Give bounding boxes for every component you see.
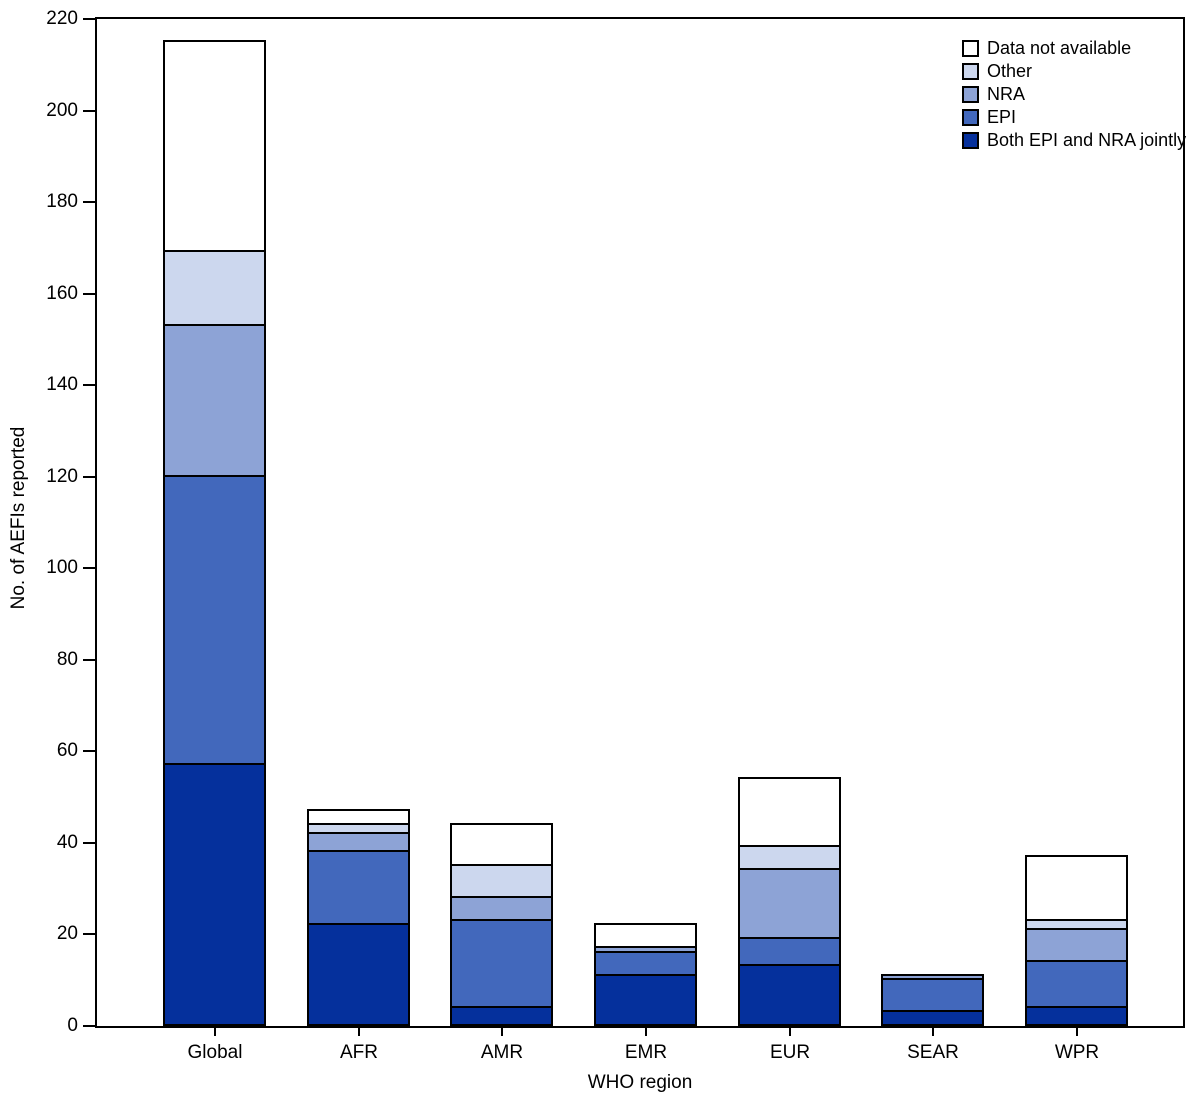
legend-swatch-icon xyxy=(962,63,979,80)
legend-label: NRA xyxy=(987,84,1026,104)
bar-segment xyxy=(163,763,266,1026)
legend-swatch-icon xyxy=(962,132,979,149)
bar-segment xyxy=(738,845,841,870)
bar-segment xyxy=(307,923,410,1026)
legend-item: Data not available xyxy=(962,38,1186,58)
legend: Data not available Other NRA EPI Both EPI an… xyxy=(962,38,1187,150)
legend-item: Both EPI and NRA jointly xyxy=(962,130,1187,150)
y-tick xyxy=(83,659,95,661)
y-tick-label: 60 xyxy=(56,740,78,761)
bar-segment xyxy=(738,937,841,966)
bar-segment xyxy=(1025,928,1128,962)
bar-segment xyxy=(594,974,697,1026)
y-tick-label: 40 xyxy=(56,832,78,853)
x-tick xyxy=(358,1028,360,1036)
bar-segment xyxy=(594,923,697,948)
legend-label: EPI xyxy=(987,107,1017,127)
x-tick xyxy=(645,1028,647,1036)
y-tick-label: 100 xyxy=(46,557,78,578)
x-tick xyxy=(1076,1028,1078,1036)
bar-segment xyxy=(1025,1006,1128,1026)
y-tick-label: 80 xyxy=(56,649,78,670)
x-axis-title: WHO region xyxy=(587,1072,693,1093)
x-tick-label: Global xyxy=(187,1042,243,1063)
legend-label: Data not available xyxy=(987,38,1132,58)
x-tick-label: AMR xyxy=(480,1042,524,1063)
x-tick xyxy=(789,1028,791,1036)
y-tick xyxy=(83,933,95,935)
bar-segment xyxy=(881,1010,984,1026)
y-tick xyxy=(83,201,95,203)
y-tick xyxy=(83,567,95,569)
legend-item: NRA xyxy=(962,84,1186,104)
x-tick-label: WPR xyxy=(1054,1042,1100,1063)
y-tick xyxy=(83,293,95,295)
bar-segment xyxy=(450,896,553,921)
y-tick-label: 20 xyxy=(56,923,78,944)
legend-item: Other xyxy=(962,61,1186,81)
bar-segment xyxy=(450,864,553,898)
y-tick xyxy=(83,384,95,386)
bar-segment xyxy=(738,868,841,939)
bar-segment xyxy=(163,475,266,765)
x-tick-label: EUR xyxy=(769,1042,811,1063)
y-axis-title: No. of AEFIs reported xyxy=(8,426,29,610)
bar-segment xyxy=(450,823,553,866)
x-tick xyxy=(932,1028,934,1036)
y-tick xyxy=(83,110,95,112)
legend-label: Other xyxy=(987,61,1033,81)
bar-segment xyxy=(163,40,266,252)
bar-segment xyxy=(450,1006,553,1026)
y-tick-label: 140 xyxy=(46,374,78,395)
x-tick xyxy=(501,1028,503,1036)
y-tick-label: 160 xyxy=(46,283,78,304)
y-tick-label: 200 xyxy=(46,100,78,121)
bar-segment xyxy=(163,250,266,326)
bar-emr xyxy=(594,923,697,1026)
bar-segment xyxy=(1025,855,1128,921)
bar-segment xyxy=(450,919,553,1008)
x-tick-label: EMR xyxy=(624,1042,668,1063)
x-tick xyxy=(214,1028,216,1036)
bar-segment xyxy=(307,832,410,852)
y-tick xyxy=(83,18,95,20)
legend-item: EPI xyxy=(962,107,1186,127)
y-tick-label: 0 xyxy=(67,1015,78,1036)
legend-label: Both EPI and NRA jointly xyxy=(987,130,1187,150)
bar-segment xyxy=(1025,960,1128,1008)
bar-segment xyxy=(163,324,266,477)
bar-wpr xyxy=(1025,855,1128,1026)
bar-segment xyxy=(307,850,410,925)
y-tick xyxy=(83,476,95,478)
x-tick-label: AFR xyxy=(340,1042,378,1063)
y-tick-label: 220 xyxy=(46,8,78,29)
y-tick xyxy=(83,750,95,752)
bar-amr xyxy=(450,823,553,1026)
legend-swatch-icon xyxy=(962,86,979,103)
bar-segment xyxy=(738,964,841,1026)
y-tick xyxy=(83,1025,95,1027)
bar-sear xyxy=(881,974,984,1026)
x-tick-label: SEAR xyxy=(907,1042,959,1063)
legend-swatch-icon xyxy=(962,40,979,57)
bar-segment xyxy=(881,978,984,1012)
plot-area xyxy=(95,17,1185,1028)
legend-swatch-icon xyxy=(962,109,979,126)
bar-segment xyxy=(594,951,697,976)
bar-afr xyxy=(307,809,410,1026)
y-tick-label: 120 xyxy=(46,466,78,487)
bar-global xyxy=(163,40,266,1026)
y-tick xyxy=(83,842,95,844)
bar-eur xyxy=(738,777,841,1026)
bar-segment xyxy=(738,777,841,847)
y-tick-label: 180 xyxy=(46,191,78,212)
